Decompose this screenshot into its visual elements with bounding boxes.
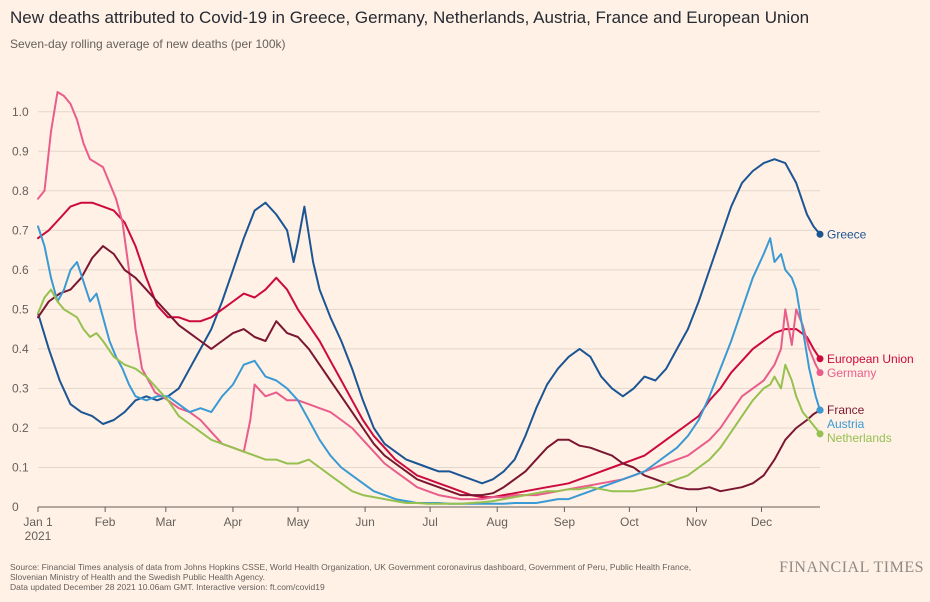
x-tick-label: Jul bbox=[422, 515, 437, 529]
grid-layer bbox=[37, 111, 820, 512]
series-layer bbox=[37, 91, 824, 505]
y-tick-label: 0.8 bbox=[12, 184, 29, 198]
x-tick-label: Nov bbox=[686, 515, 707, 529]
source-note: Source: Financial Times analysis of data… bbox=[10, 562, 770, 592]
series-end-dot-european-union bbox=[816, 355, 824, 363]
x-tick-label: Oct bbox=[620, 515, 639, 529]
label-layer: 0 0.1 0.2 0.3 0.4 0.5 0.6 0.7 0.8 0.9 1.0 Jan 12021… bbox=[12, 105, 914, 543]
series-label-austria: Austria bbox=[827, 417, 865, 431]
series-line-netherlands bbox=[37, 288, 821, 505]
series-label-france: France bbox=[827, 403, 865, 417]
y-tick-label: 0 bbox=[12, 500, 19, 514]
y-tick-label: 0.4 bbox=[12, 342, 29, 356]
y-tick-label: 0.6 bbox=[12, 263, 29, 277]
chart-title: New deaths attributed to Covid-19 in Gre… bbox=[10, 8, 810, 27]
series-label-greece: Greece bbox=[827, 227, 867, 241]
series-label-netherlands: Netherlands bbox=[827, 431, 892, 445]
x-tick-label: Sep bbox=[554, 515, 576, 529]
x-tick-label: May bbox=[287, 515, 310, 529]
series-line-austria bbox=[37, 225, 821, 505]
y-tick-label: 1.0 bbox=[12, 105, 29, 119]
x-tick-label: Dec bbox=[751, 515, 772, 529]
series-end-dot-austria bbox=[816, 406, 824, 414]
series-end-dot-germany bbox=[816, 369, 824, 377]
series-line-france bbox=[37, 245, 821, 497]
y-tick-label: 0.1 bbox=[12, 460, 29, 474]
series-end-dot-netherlands bbox=[816, 430, 824, 438]
line-chart: 0 0.1 0.2 0.3 0.4 0.5 0.6 0.7 0.8 0.9 1.0 Jan 12021… bbox=[12, 91, 914, 543]
source-line-2: Slovenian Ministry of Health and the Swe… bbox=[10, 572, 265, 582]
data-updated-note: Data updated December 28 2021 10.06am GM… bbox=[10, 582, 325, 592]
y-tick-label: 0.5 bbox=[12, 302, 29, 316]
y-tick-label: 0.7 bbox=[12, 223, 29, 237]
x-tick-label: Feb bbox=[95, 515, 116, 529]
series-line-germany bbox=[37, 91, 821, 501]
x-tick-label: Aug bbox=[487, 515, 508, 529]
x-tick-label: Jan 1 bbox=[23, 515, 53, 529]
brand-logo: FINANCIAL TIMES bbox=[779, 559, 924, 576]
series-line-european-union bbox=[37, 201, 821, 499]
source-line-1: Source: Financial Times analysis of data… bbox=[10, 562, 692, 572]
series-line-greece bbox=[37, 158, 821, 485]
x-tick-label: Apr bbox=[224, 515, 243, 529]
series-label-germany: Germany bbox=[827, 366, 876, 380]
y-tick-label: 0.2 bbox=[12, 421, 29, 435]
y-tick-label: 0.9 bbox=[12, 144, 29, 158]
series-label-european-union: European Union bbox=[827, 352, 914, 366]
x-tick-label: Jun bbox=[355, 515, 374, 529]
y-tick-label: 0.3 bbox=[12, 381, 29, 395]
chart-subtitle: Seven-day rolling average of new deaths … bbox=[10, 37, 286, 51]
x-tick-year-label: 2021 bbox=[25, 529, 52, 543]
x-tick-label: Mar bbox=[155, 515, 176, 529]
series-end-dot-greece bbox=[816, 230, 824, 238]
